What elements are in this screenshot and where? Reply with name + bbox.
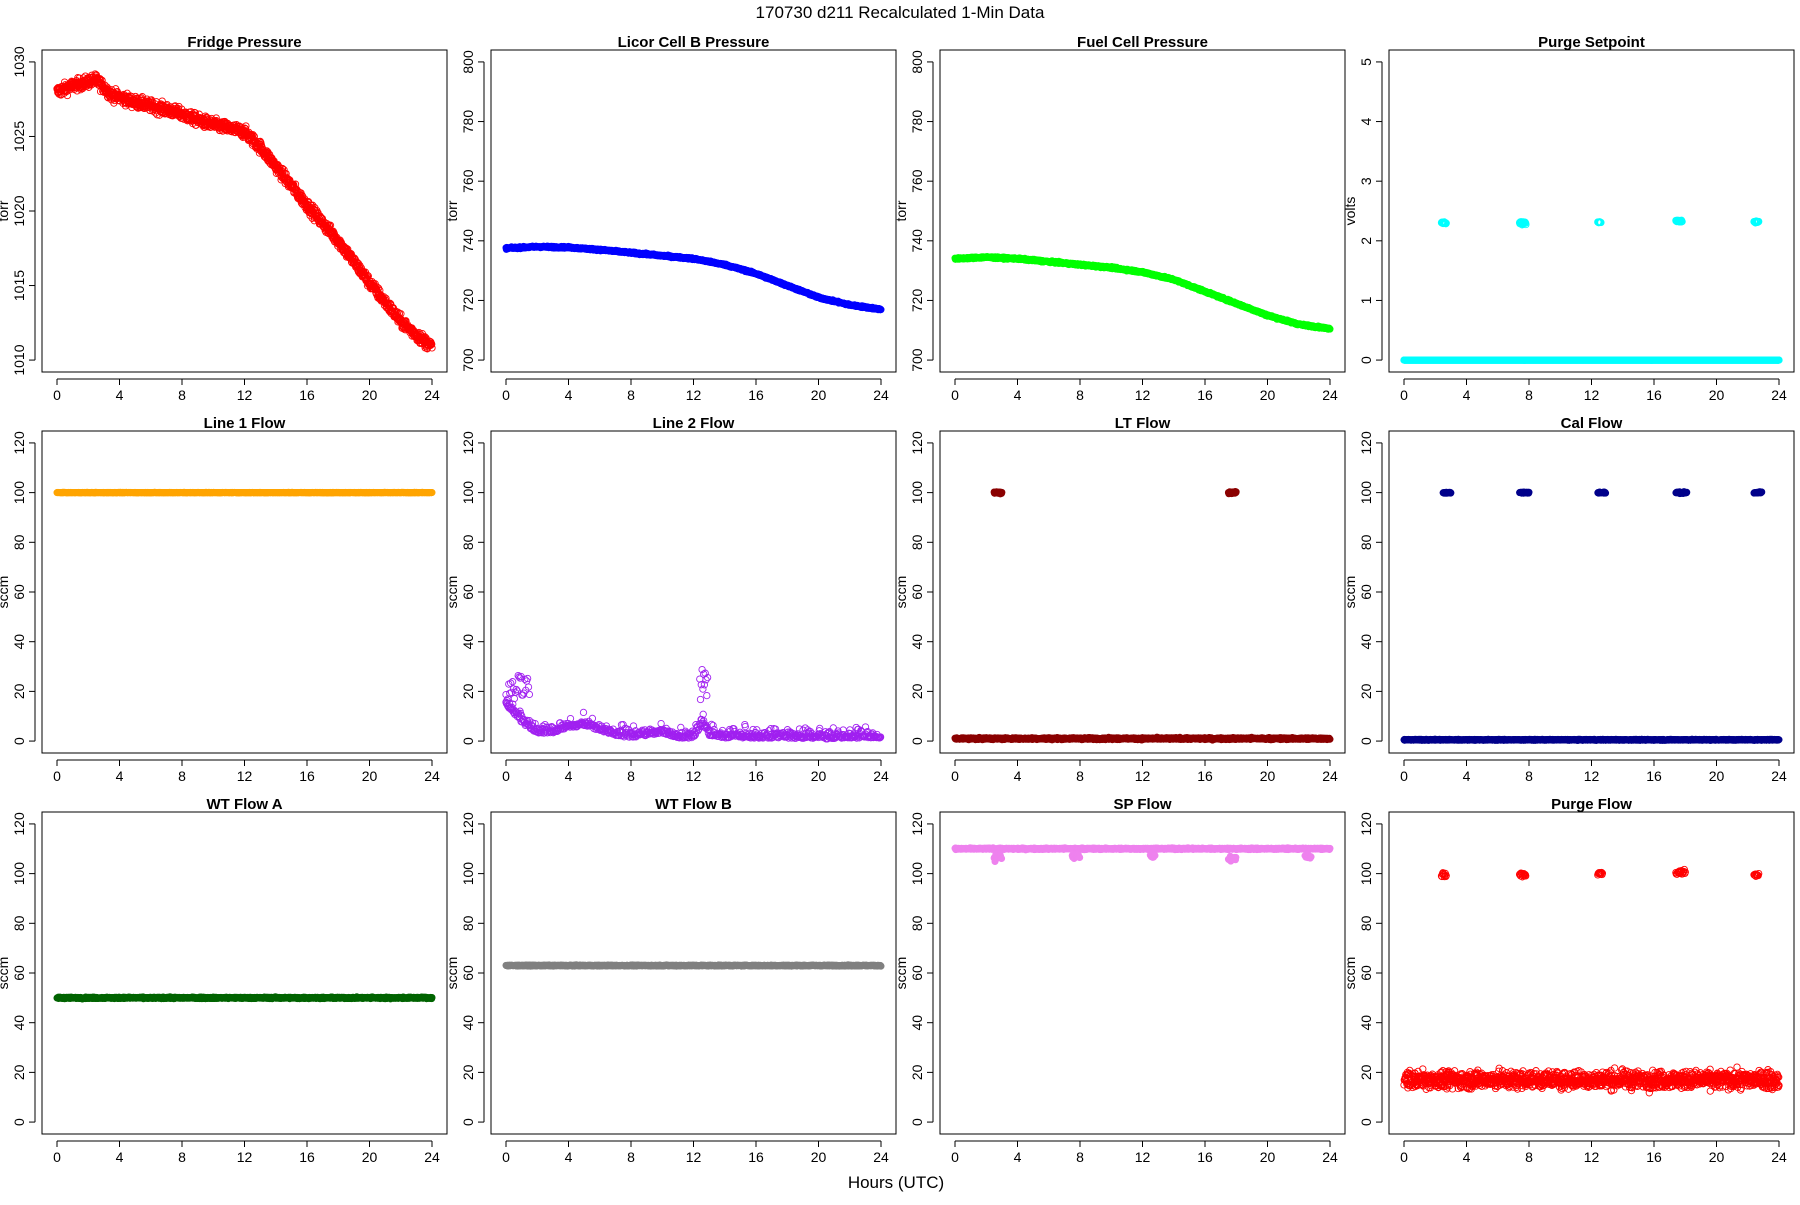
panel-title: Licor Cell B Pressure: [618, 34, 770, 51]
plot-frame: [491, 50, 896, 372]
y-tick-label: 740: [909, 229, 925, 253]
x-tick-label: 16: [1197, 387, 1213, 403]
x-tick-label: 8: [1525, 387, 1533, 403]
x-tick-label: 20: [1709, 387, 1725, 403]
y-tick-label: 780: [460, 110, 476, 134]
y-tick-label: 780: [909, 110, 925, 134]
figure-xlabel: Hours (UTC): [848, 1173, 944, 1192]
y-tick-label: 720: [909, 289, 925, 313]
y-tick-label: 1030: [11, 46, 27, 77]
data-points: [503, 243, 884, 313]
x-tick-label: 8: [178, 387, 186, 403]
x-tick-label: 0: [502, 387, 510, 403]
data-point: [878, 306, 884, 312]
x-tick-label: 24: [1771, 387, 1787, 403]
y-tick-label: 1025: [11, 121, 27, 152]
y-tick-label: 0: [1358, 356, 1374, 364]
x-tick-label: 24: [1322, 387, 1338, 403]
y-tick-label: 3: [1358, 177, 1374, 185]
x-tick-label: 0: [1400, 387, 1408, 403]
y-tick-label: 700: [909, 348, 925, 372]
x-tick-label: 16: [748, 387, 764, 403]
figure-title: 170730 d211 Recalculated 1-Min Data: [756, 3, 1045, 22]
x-tick-label: 4: [1014, 387, 1022, 403]
x-tick-label: 24: [424, 387, 440, 403]
y-tick-label: 1010: [11, 344, 27, 375]
x-tick-label: 8: [1076, 387, 1084, 403]
y-axis-label: volts: [1342, 197, 1358, 226]
x-tick-label: 20: [1260, 387, 1276, 403]
y-tick-label: 720: [460, 289, 476, 313]
data-points: [952, 253, 1333, 332]
x-tick-label: 8: [627, 387, 635, 403]
panel-fuel-cell-pressure: Fuel Cell Pressure torr 0 4 8 12 16 20 24 700 720 7…: [893, 34, 1345, 403]
x-tick-label: 20: [362, 387, 378, 403]
x-tick-label: 12: [1584, 387, 1600, 403]
data-points: [54, 71, 435, 352]
x-tick-label: 4: [1463, 387, 1471, 403]
y-tick-label: 1: [1358, 296, 1374, 304]
data-points: [1401, 217, 1782, 363]
x-tick-label: 24: [873, 387, 889, 403]
x-tick-label: 12: [1135, 387, 1151, 403]
panel-title: Fridge Pressure: [187, 34, 301, 51]
panel-title: Purge Setpoint: [1538, 34, 1645, 51]
panel-fridge-pressure: Fridge Pressure torr 0 4 8 12 16 20 24 1010 1015 10…: [0, 34, 447, 403]
x-tick-label: 20: [811, 387, 827, 403]
y-tick-label: 1015: [11, 270, 27, 301]
y-tick-label: 4: [1358, 117, 1374, 125]
y-tick-label: 800: [460, 50, 476, 74]
y-tick-label: 2: [1358, 237, 1374, 245]
x-tick-label: 4: [116, 387, 124, 403]
y-tick-label: 740: [460, 229, 476, 253]
y-axis-label: torr: [0, 200, 11, 221]
x-tick-label: 4: [565, 387, 573, 403]
plot-frame: [42, 50, 447, 372]
x-tick-label: 12: [237, 387, 253, 403]
y-tick-label: 760: [909, 169, 925, 193]
plot-frame: [1389, 50, 1794, 372]
y-axis-label: torr: [444, 200, 460, 221]
x-tick-label: 0: [951, 387, 959, 403]
y-tick-label: 700: [460, 348, 476, 372]
y-tick-label: 760: [460, 169, 476, 193]
x-tick-label: 16: [1646, 387, 1662, 403]
x-tick-label: 0: [53, 387, 61, 403]
x-tick-label: 12: [686, 387, 702, 403]
y-tick-label: 5: [1358, 58, 1374, 66]
y-tick-label: 800: [909, 50, 925, 74]
y-tick-label: 1020: [11, 195, 27, 226]
x-tick-label: 16: [299, 387, 315, 403]
panel-licor-cell-b-pressure: Licor Cell B Pressure torr 0 4 8 12 16 20 24 700 7…: [444, 34, 896, 403]
panel-title: Fuel Cell Pressure: [1077, 34, 1208, 51]
y-axis-label: torr: [893, 200, 909, 221]
data-point: [1327, 326, 1333, 332]
